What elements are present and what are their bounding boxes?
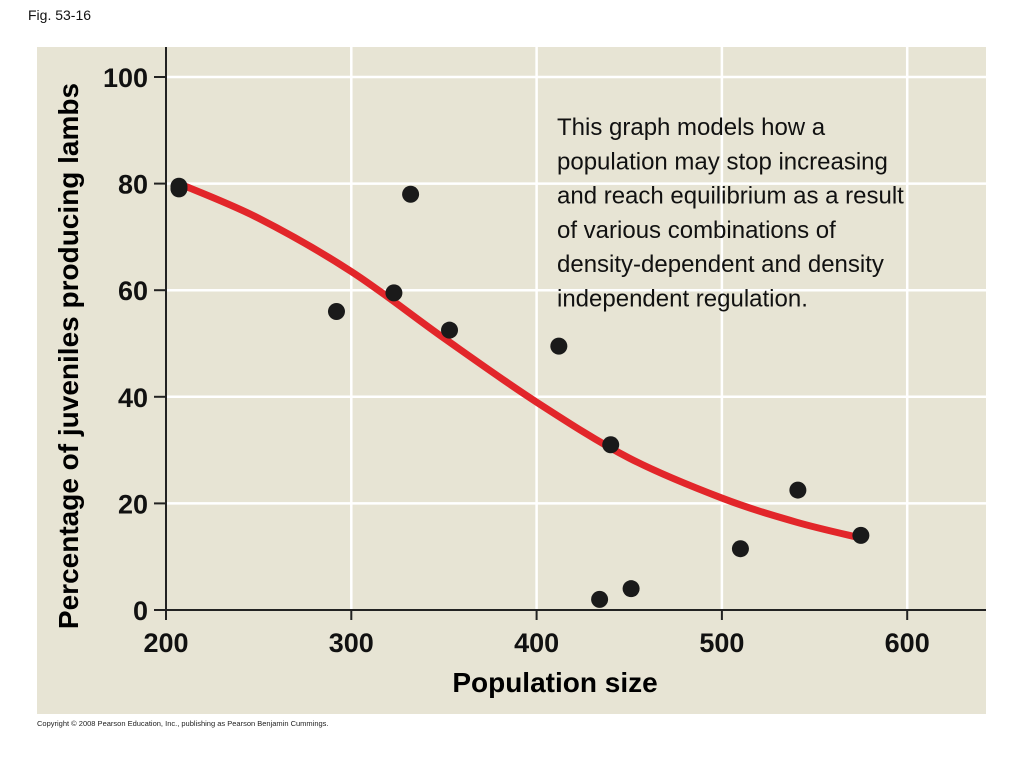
chart-background-panel (37, 47, 986, 714)
y-tick-label: 40 (118, 383, 148, 413)
axes (165, 47, 986, 611)
x-tick-label: 500 (699, 628, 744, 658)
figure-label: Fig. 53-16 (28, 7, 92, 23)
data-point (550, 337, 568, 355)
data-point (170, 180, 188, 198)
data-point (385, 284, 403, 302)
data-point (327, 303, 345, 321)
y-axis-ticks: 0 20 40 60 80 100 (103, 63, 166, 626)
annotation-line: population may stop increasing (557, 148, 888, 175)
x-tick-label: 600 (885, 628, 930, 658)
annotation-line: and reach equilibrium as a result (557, 183, 904, 210)
annotation-line: of various combinations of (557, 217, 836, 244)
y-tick-label: 60 (118, 276, 148, 306)
y-axis-label: Percentage of juveniles producing lambs (53, 83, 84, 629)
data-point (602, 436, 620, 454)
data-points (170, 177, 870, 608)
annotation-line: density-dependent and density (557, 251, 884, 278)
data-point (402, 185, 420, 203)
data-point (591, 590, 609, 608)
x-tick-label: 400 (514, 628, 559, 658)
data-point (622, 580, 640, 598)
x-axis-label: Population size (452, 667, 657, 698)
data-point (789, 481, 807, 499)
annotation-line: This graph models how a (557, 114, 826, 141)
x-tick-label: 200 (143, 628, 188, 658)
annotation-text: This graph models how a population may st… (557, 114, 904, 313)
x-axis-ticks: 200 300 400 500 600 (143, 610, 930, 658)
y-tick-label: 20 (118, 489, 148, 519)
annotation-line: independent regulation. (557, 286, 808, 313)
x-tick-label: 300 (329, 628, 374, 658)
y-tick-label: 0 (133, 596, 148, 626)
data-point (731, 540, 749, 558)
copyright-notice: Copyright © 2008 Pearson Education, Inc.… (37, 719, 329, 728)
data-point (852, 526, 870, 544)
y-tick-label: 100 (103, 63, 148, 93)
data-point (441, 321, 459, 339)
fit-curve (175, 180, 865, 542)
grid-lines (166, 47, 986, 610)
y-tick-label: 80 (118, 170, 148, 200)
